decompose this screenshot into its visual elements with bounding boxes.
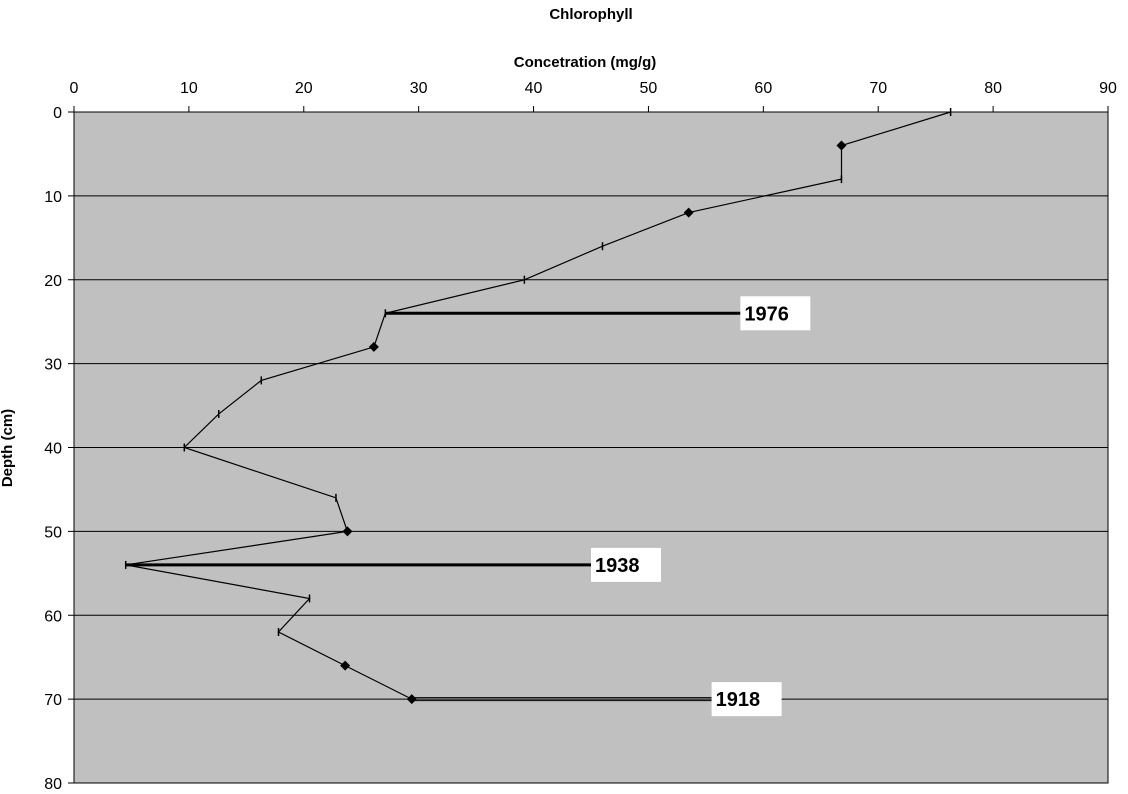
chart-title: Chlorophyll <box>549 6 632 23</box>
annotation-text-1976: 1976 <box>744 303 789 325</box>
gridlines <box>74 195 1108 700</box>
data-point-12 <box>342 526 353 537</box>
annotation-label-1938: 1938 <box>591 547 661 582</box>
x-axis-ticks: 0 10 20 30 40 50 60 70 80 90 <box>70 80 1117 112</box>
data-point-3 <box>683 207 694 218</box>
annotation-labels: 1976 1938 1918 <box>591 296 811 717</box>
data-point-1 <box>836 140 847 151</box>
annotation-lines <box>125 311 741 702</box>
annotation-text-1918: 1918 <box>716 689 761 711</box>
annotation-box-1976 <box>740 296 811 331</box>
y-tick-label-8: 80 <box>44 776 62 793</box>
x-tick-label-0: 0 <box>70 80 79 97</box>
y-tick-label-6: 60 <box>44 608 62 625</box>
y-tick-label-7: 70 <box>44 692 62 709</box>
x-axis-title: Concetration (mg/g) <box>514 54 657 71</box>
x-tick-label-2: 20 <box>295 80 313 97</box>
data-point-17 <box>406 694 417 705</box>
x-tick-label-8: 80 <box>984 80 1002 97</box>
y-tick-label-0: 0 <box>53 105 62 122</box>
data-point-16 <box>340 660 351 671</box>
x-tick-label-3: 30 <box>410 80 428 97</box>
series-line-0 <box>125 111 951 700</box>
data-point-7 <box>368 341 379 352</box>
x-tick-label-5: 50 <box>640 80 658 97</box>
y-tick-label-1: 10 <box>44 189 62 206</box>
annotation-label-1918: 1918 <box>711 682 782 717</box>
annotation-box-1938 <box>591 547 661 582</box>
annotation-text-1938: 1938 <box>595 555 640 577</box>
annotation-label-1976: 1976 <box>740 296 811 331</box>
y-axis-title: Depth (cm) <box>0 409 16 487</box>
y-tick-label-3: 30 <box>44 357 62 374</box>
x-tick-label-6: 60 <box>754 80 772 97</box>
y-tick-label-2: 20 <box>44 273 62 290</box>
y-tick-label-4: 40 <box>44 441 62 458</box>
annotation-box-1918 <box>711 682 782 717</box>
y-tick-label-5: 50 <box>44 524 62 541</box>
x-tick-label-1: 10 <box>180 80 198 97</box>
x-tick-label-7: 70 <box>869 80 887 97</box>
x-tick-label-9: 90 <box>1099 80 1117 97</box>
data-series <box>124 108 952 705</box>
y-axis-ticks: 0 10 20 30 40 50 60 70 80 <box>44 105 74 793</box>
x-tick-label-4: 40 <box>525 80 543 97</box>
